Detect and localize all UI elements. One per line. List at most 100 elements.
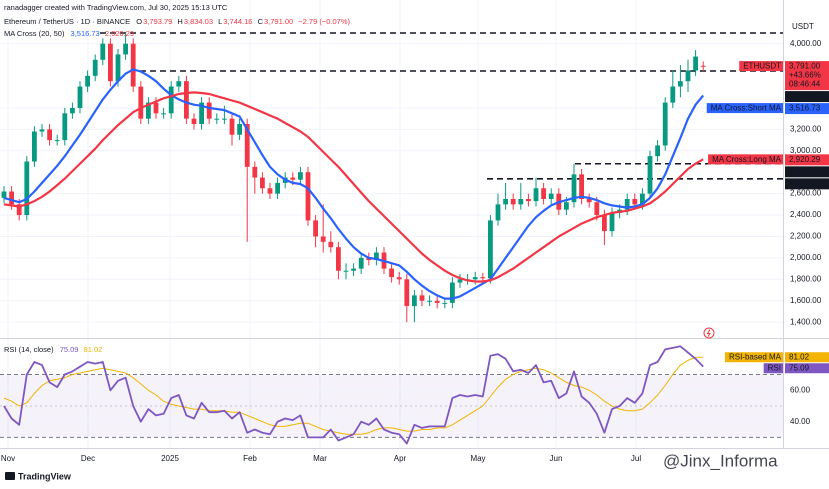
y-tick-label: 1,800.00	[790, 274, 822, 283]
candle-body	[313, 220, 318, 237]
price-label-text: 2,738.50	[789, 179, 821, 188]
legend-symbol: Ethereum / TetherUS · 1D · BINANCE O3,79…	[4, 17, 351, 26]
y-tick-label: 3,200.00	[790, 124, 822, 133]
candle-body	[670, 86, 676, 103]
ohlc-key: O	[136, 17, 142, 26]
candle-body	[191, 118, 197, 125]
price-label-box	[785, 178, 829, 190]
price-label-text: 2,879.00	[789, 167, 821, 176]
candle-body	[647, 156, 653, 194]
legend-rsi: RSI (14, close) 75.09 81.02	[4, 345, 102, 354]
candle-body	[260, 177, 265, 189]
candle-body	[24, 161, 30, 216]
ma-line	[3, 91, 704, 283]
y-tick-label: 2,600.00	[790, 189, 822, 198]
rsi-ma-value: 81.02	[84, 345, 103, 354]
price-label: 2,920.29 MA Cross:Long MA	[708, 154, 829, 166]
y-tick-label: 3,000.00	[790, 146, 822, 155]
price-label-box	[785, 166, 829, 178]
price-label: 2,738.50	[785, 178, 829, 190]
ohlc-value: 3,793.79	[143, 17, 172, 26]
candle-body	[419, 295, 425, 301]
y-tick-label: 2,000.00	[790, 253, 822, 262]
candle-body	[100, 43, 106, 60]
candle-body	[130, 43, 136, 87]
x-tick-label: Jul	[631, 454, 641, 463]
candle-body	[222, 118, 227, 120]
y-tick-label: 1,400.00	[790, 317, 822, 326]
tag-value: 75.09	[789, 363, 810, 372]
price-label: 3,516.73 MA Cross:Short MA	[706, 103, 829, 115]
legend-ma: MA Cross (20, 50) 3,516.73 2,920.29	[4, 29, 134, 38]
y-tick-label: 1,600.00	[790, 296, 822, 305]
candle-body	[700, 65, 706, 67]
x-tick-label: Nov	[1, 454, 15, 463]
price-label-text: 3,745.00	[789, 92, 821, 101]
symbol: Ethereum / TetherUS · 1D · BINANCE	[4, 17, 130, 26]
candle-body	[336, 247, 341, 271]
plot	[1, 32, 783, 445]
candle-body	[541, 188, 546, 199]
candle-body	[39, 129, 45, 132]
rsi-value: 75.09	[60, 345, 79, 354]
candle-body	[396, 277, 402, 280]
price-tag: ETHUSDT	[743, 62, 781, 71]
rsi-tag: 75.09 RSI	[763, 363, 829, 374]
tag-name-box	[763, 363, 783, 374]
candle-body	[510, 198, 516, 205]
x-tick-label: 2025	[161, 454, 179, 463]
candle-body	[237, 124, 242, 135]
candle-body	[389, 268, 394, 278]
candle-body	[351, 268, 356, 271]
candle-body	[678, 81, 683, 87]
tag-name-box	[724, 352, 783, 363]
ma-short-value: 3,516.73	[71, 29, 100, 38]
candle-body	[62, 113, 68, 141]
candle-body	[564, 202, 569, 210]
candle-body	[640, 193, 645, 205]
candle-body	[358, 257, 364, 269]
price-label-text: 3,791.00	[789, 62, 821, 71]
y-tick-label: 2,200.00	[790, 232, 822, 241]
tag-name: RSI	[768, 363, 781, 372]
candle-body	[427, 300, 432, 302]
alert-icon[interactable]	[703, 327, 715, 339]
ohlc-value: 3,834.03	[184, 17, 213, 26]
tag-box	[785, 352, 829, 363]
price-label-box	[785, 154, 829, 166]
logo-mark	[5, 472, 15, 480]
candle-body	[47, 129, 52, 141]
candle-body	[305, 172, 311, 221]
candle-body	[32, 131, 37, 162]
candle-body	[146, 102, 151, 119]
candle-body	[176, 81, 182, 87]
candle-body	[290, 177, 296, 180]
candle-body	[108, 43, 113, 82]
candle-body	[488, 220, 493, 279]
candle-body	[153, 102, 159, 114]
candle-body	[214, 118, 220, 120]
y-tick-label: 60.00	[790, 385, 811, 394]
y-tick-label: 4,000.00	[790, 39, 822, 48]
candle-body	[693, 56, 698, 71]
x-tick-label: Dec	[81, 454, 95, 463]
candle-body	[533, 188, 539, 202]
price-label: 2,879.00	[785, 166, 829, 178]
x-tick-label: Apr	[394, 454, 407, 463]
ma-line	[3, 68, 705, 300]
candle-body	[586, 198, 592, 203]
candle-body	[199, 102, 204, 125]
change: −2.79 (−0.07%)	[298, 17, 350, 26]
ma-title: MA Cross (20, 50)	[4, 29, 65, 38]
candle-body	[495, 204, 501, 221]
grid	[0, 0, 783, 448]
price-tag-box	[739, 61, 783, 72]
credit: ranadagger created with TradingView.com,…	[4, 3, 228, 12]
candle-body	[442, 302, 448, 304]
ohlc-value: 3,744.16	[223, 17, 252, 26]
price-label-text: 08:46:44	[789, 80, 821, 89]
alert-icon-bolt	[706, 329, 711, 337]
